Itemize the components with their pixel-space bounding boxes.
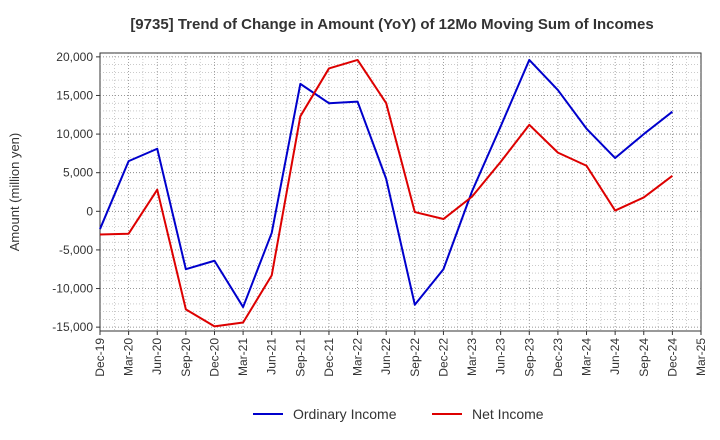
- y-axis-label: Amount (million yen): [7, 133, 22, 252]
- x-tick-label: Mar-22: [351, 338, 365, 376]
- legend-label: Ordinary Income: [293, 406, 397, 422]
- x-tick-label: Sep-23: [522, 338, 536, 377]
- legend: Ordinary Income Net Income: [253, 406, 544, 422]
- x-tick-label: Sep-20: [179, 338, 193, 377]
- x-tick-label: Sep-24: [637, 338, 651, 377]
- series-line: [99, 58, 673, 309]
- plot-area: [99, 52, 702, 332]
- x-tick-label: Dec-24: [665, 338, 679, 377]
- y-tick-label: 10,000: [56, 127, 93, 141]
- x-tick-label: Jun-23: [494, 338, 508, 375]
- y-tick-label: -10,000: [52, 282, 93, 296]
- x-tick-label: Sep-22: [408, 338, 422, 377]
- x-tick-label: Mar-20: [122, 338, 136, 376]
- series-lines: [99, 58, 673, 328]
- y-tick-label: 20,000: [56, 50, 93, 64]
- x-tick-label: Jun-20: [150, 338, 164, 375]
- x-tick-label: Mar-21: [236, 338, 250, 376]
- x-ticks: Dec-19 Mar-20 Jun-20 Sep-20 Dec-20 Mar-21 Jun-…: [93, 331, 708, 377]
- y-tick-label: 5,000: [63, 166, 93, 180]
- x-tick-label: Dec-21: [322, 338, 336, 377]
- x-tick-label: Mar-25: [694, 338, 708, 376]
- y-ticks: 20,000 15,000 10,000 5,000 0 -5,000 -10,000 -15…: [52, 50, 100, 334]
- y-tick-label: -5,000: [59, 243, 93, 257]
- x-tick-label: Jun-24: [608, 338, 622, 375]
- x-tick-label: Dec-23: [551, 338, 565, 377]
- x-tick-label: Dec-20: [207, 338, 221, 377]
- legend-label: Net Income: [472, 406, 544, 422]
- x-tick-label: Mar-23: [465, 338, 479, 376]
- x-tick-label: Sep-21: [293, 338, 307, 377]
- y-tick-label: -15,000: [52, 320, 93, 334]
- x-tick-label: Jun-22: [379, 338, 393, 375]
- chart-title: [9735] Trend of Change in Amount (YoY) o…: [130, 16, 653, 33]
- series-line: [99, 58, 673, 328]
- y-tick-label: 0: [86, 204, 93, 218]
- x-tick-label: Jun-21: [265, 338, 279, 375]
- x-tick-label: Mar-24: [580, 338, 594, 376]
- y-tick-label: 15,000: [56, 88, 93, 102]
- x-tick-label: Dec-19: [93, 338, 107, 377]
- x-tick-label: Dec-22: [436, 338, 450, 377]
